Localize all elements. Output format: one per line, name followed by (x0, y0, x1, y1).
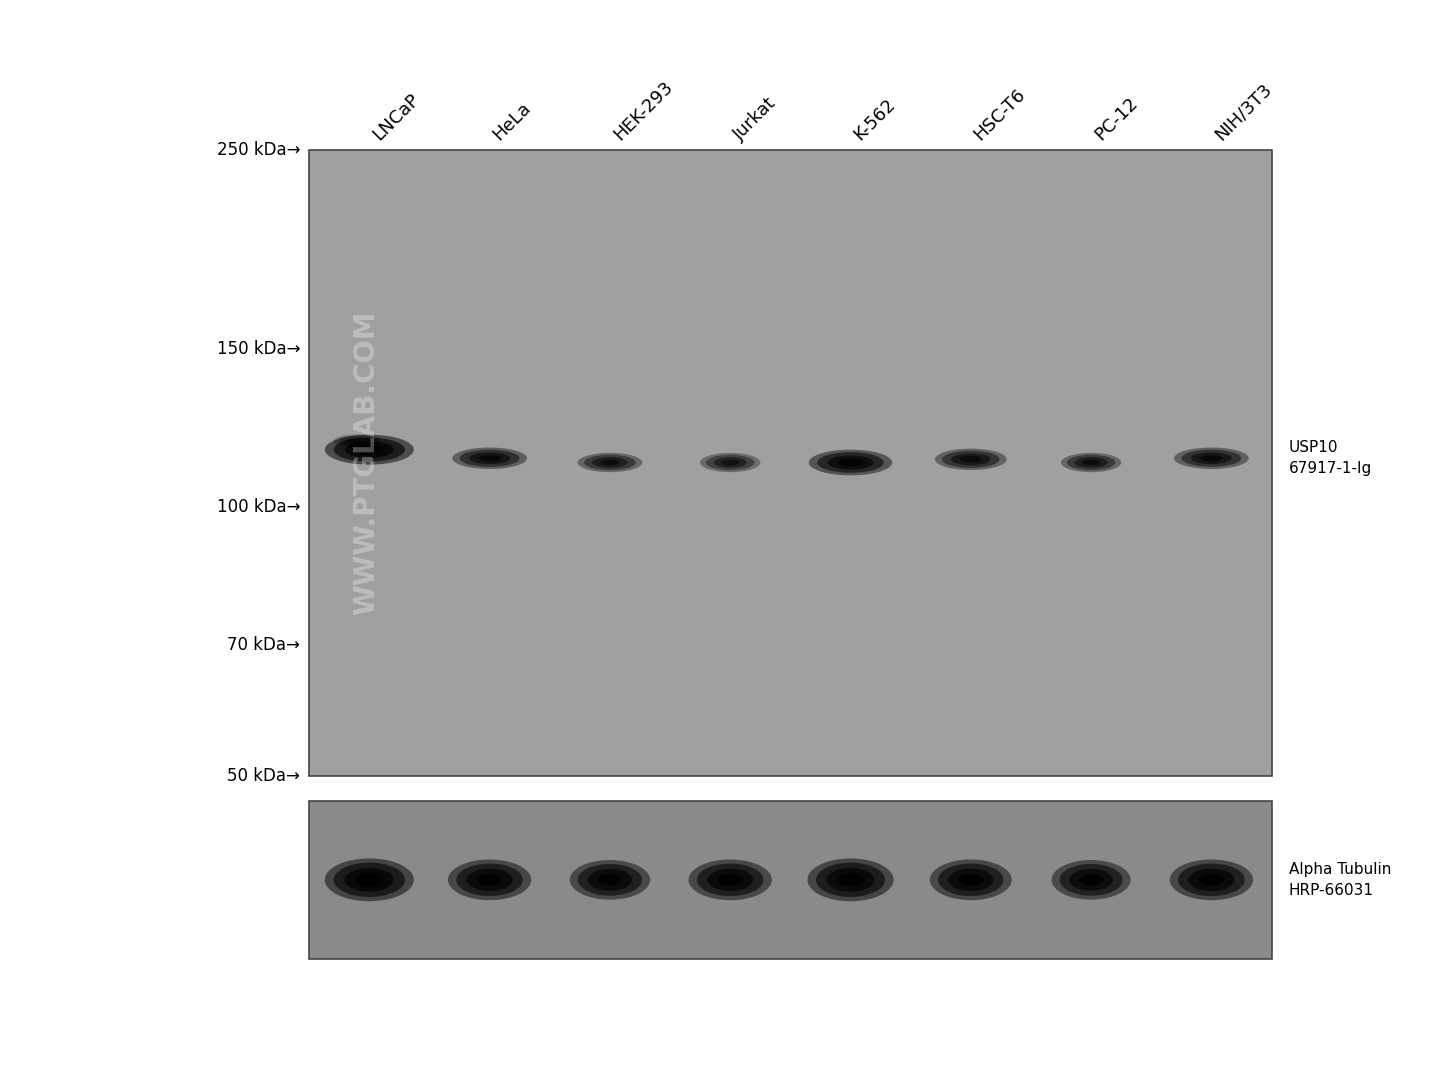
Ellipse shape (818, 452, 884, 472)
Ellipse shape (714, 457, 747, 468)
Ellipse shape (1052, 860, 1131, 900)
Ellipse shape (345, 437, 371, 444)
Ellipse shape (930, 859, 1012, 900)
Ellipse shape (351, 439, 365, 443)
Ellipse shape (943, 451, 1000, 468)
Ellipse shape (717, 874, 743, 886)
Ellipse shape (448, 859, 532, 900)
Ellipse shape (1191, 452, 1232, 464)
Ellipse shape (477, 874, 502, 886)
Bar (309, 801, 1272, 959)
Ellipse shape (1061, 453, 1121, 472)
Text: 250 kDa→: 250 kDa→ (217, 141, 300, 159)
Ellipse shape (460, 450, 520, 467)
Ellipse shape (826, 868, 874, 891)
Ellipse shape (960, 456, 981, 463)
Ellipse shape (809, 450, 892, 476)
Ellipse shape (697, 863, 763, 896)
Ellipse shape (467, 869, 513, 891)
Ellipse shape (838, 874, 864, 887)
Ellipse shape (457, 863, 523, 896)
Ellipse shape (1188, 869, 1234, 891)
Ellipse shape (700, 453, 760, 472)
Ellipse shape (706, 455, 754, 470)
Bar (309, 150, 1272, 776)
Ellipse shape (1181, 450, 1242, 467)
Ellipse shape (1059, 864, 1122, 895)
Text: 150 kDa→: 150 kDa→ (217, 340, 300, 358)
Ellipse shape (951, 453, 990, 465)
Text: HEK-293: HEK-293 (609, 77, 675, 144)
Ellipse shape (479, 455, 502, 462)
Ellipse shape (356, 446, 382, 454)
Text: 70 kDa→: 70 kDa→ (227, 636, 300, 654)
Ellipse shape (569, 860, 650, 900)
Ellipse shape (707, 869, 753, 891)
Ellipse shape (1198, 874, 1224, 886)
Ellipse shape (325, 859, 414, 902)
Ellipse shape (333, 438, 405, 462)
Ellipse shape (468, 452, 510, 464)
Text: PC-12: PC-12 (1091, 93, 1141, 144)
Ellipse shape (721, 459, 739, 466)
Ellipse shape (935, 449, 1007, 470)
Text: 100 kDa→: 100 kDa→ (217, 498, 300, 515)
Ellipse shape (598, 874, 622, 886)
Ellipse shape (688, 859, 772, 900)
Ellipse shape (453, 448, 527, 469)
Ellipse shape (938, 863, 1003, 896)
Ellipse shape (345, 441, 394, 458)
Ellipse shape (325, 435, 414, 465)
Ellipse shape (808, 859, 894, 902)
Text: HSC-T6: HSC-T6 (971, 85, 1029, 144)
Text: K-562: K-562 (851, 95, 900, 144)
Ellipse shape (338, 436, 378, 447)
Ellipse shape (583, 455, 635, 470)
Ellipse shape (948, 869, 993, 891)
Text: HeLa: HeLa (490, 99, 535, 144)
Ellipse shape (601, 459, 619, 466)
Ellipse shape (356, 874, 382, 887)
Text: Alpha Tubulin
HRP-66031: Alpha Tubulin HRP-66031 (1289, 862, 1391, 897)
Ellipse shape (578, 453, 642, 472)
Ellipse shape (1079, 874, 1104, 886)
Ellipse shape (838, 458, 864, 466)
Ellipse shape (958, 874, 983, 886)
Ellipse shape (1066, 455, 1115, 470)
Text: Jurkat: Jurkat (730, 94, 780, 144)
Text: USP10
67917-1-Ig: USP10 67917-1-Ig (1289, 440, 1372, 477)
Ellipse shape (1178, 863, 1244, 896)
Ellipse shape (592, 457, 628, 468)
Ellipse shape (333, 435, 382, 448)
Text: WWW.PTGLAB.COM: WWW.PTGLAB.COM (352, 311, 381, 616)
Ellipse shape (345, 868, 394, 891)
Ellipse shape (1069, 869, 1112, 891)
Ellipse shape (588, 869, 632, 891)
Ellipse shape (1075, 457, 1108, 468)
Ellipse shape (1170, 859, 1253, 900)
Ellipse shape (828, 455, 874, 469)
Text: 50 kDa→: 50 kDa→ (227, 768, 300, 785)
Text: LNCaP: LNCaP (369, 90, 422, 144)
Ellipse shape (1174, 448, 1249, 469)
Ellipse shape (578, 864, 642, 895)
Text: NIH/3T3: NIH/3T3 (1211, 79, 1276, 144)
Ellipse shape (1200, 455, 1223, 462)
Ellipse shape (333, 863, 405, 897)
Ellipse shape (816, 863, 885, 897)
Ellipse shape (1082, 459, 1101, 466)
